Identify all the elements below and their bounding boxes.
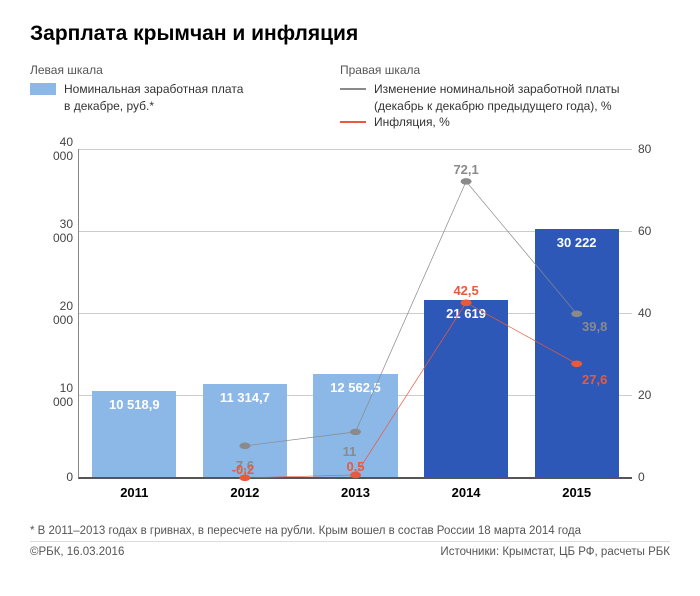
- plot-area: 0010 0002020 0004030 0006040 0008010 518…: [78, 149, 632, 479]
- bar-slot: 21 6192014: [411, 149, 522, 477]
- wage-change-value-label: 72,1: [453, 162, 478, 177]
- x-tick-label: 2014: [452, 485, 481, 500]
- bar-value-label: 11 314,7: [220, 390, 270, 405]
- sources: Источники: Крымстат, ЦБ РФ, расчеты РБК: [440, 546, 670, 558]
- inflation-value-label: 0,5: [346, 459, 364, 474]
- bar-value-label: 30 222: [557, 235, 597, 250]
- legend-right-heading: Правая шкала: [340, 62, 670, 79]
- inflation-value-label: -0,2: [232, 462, 254, 477]
- chart: 0010 0002020 0004030 0006040 0008010 518…: [30, 139, 670, 519]
- footnote: * В 2011–2013 годах в гривнах, в пересче…: [30, 525, 670, 537]
- y-left-tick: 20 000: [53, 299, 79, 327]
- y-left-tick: 40 000: [53, 135, 79, 163]
- bar: 10 518,9: [92, 391, 176, 477]
- bar-slot: 12 562,52013: [300, 149, 411, 477]
- legend-block: Левая шкала Номинальная заработная плата…: [30, 62, 670, 131]
- bar-slot: 30 2222015: [521, 149, 632, 477]
- legend-left-heading: Левая шкала: [30, 62, 294, 79]
- bars: 10 518,9201111 314,7201212 562,5201321 6…: [79, 149, 632, 477]
- bar-value-label: 10 518,9: [109, 397, 160, 412]
- legend-bar-swatch: [30, 83, 56, 95]
- legend-right-item1: Изменение номинальной заработной платы (…: [374, 81, 670, 115]
- bar: 21 619: [424, 300, 508, 477]
- legend-right: Правая шкала Изменение номинальной зараб…: [340, 62, 670, 131]
- x-tick-label: 2011: [120, 485, 148, 500]
- chart-title: Зарплата крымчан и инфляция: [30, 22, 670, 46]
- y-left-tick: 30 000: [53, 217, 79, 245]
- y-left-tick: 10 000: [53, 381, 79, 409]
- bar-value-label: 12 562,5: [330, 380, 381, 395]
- x-tick-label: 2012: [230, 485, 259, 500]
- y-right-tick: 60: [632, 224, 651, 238]
- legend-left: Левая шкала Номинальная заработная плата…: [30, 62, 294, 131]
- y-right-tick: 0: [632, 470, 645, 484]
- legend-line2-swatch: [340, 121, 366, 123]
- copyright: ©РБК, 16.03.2016: [30, 546, 124, 558]
- y-right-tick: 80: [632, 142, 651, 156]
- bar-slot: 10 518,92011: [79, 149, 190, 477]
- bar-slot: 11 314,72012: [190, 149, 301, 477]
- x-tick-label: 2015: [562, 485, 591, 500]
- bar-value-label: 21 619: [446, 306, 486, 321]
- wage-change-value-label: 39,8: [582, 319, 607, 334]
- legend-right-item2: Инфляция, %: [374, 114, 450, 131]
- inflation-value-label: 42,5: [453, 283, 478, 298]
- inflation-value-label: 27,6: [582, 372, 607, 387]
- y-right-tick: 40: [632, 306, 651, 320]
- x-tick-label: 2013: [341, 485, 370, 500]
- wage-change-value-label: 11: [343, 444, 357, 459]
- bar: 30 222: [535, 229, 619, 477]
- legend-line1-swatch: [340, 88, 366, 90]
- y-right-tick: 20: [632, 388, 651, 402]
- legend-left-item: Номинальная заработная плата в декабре, …: [64, 81, 294, 115]
- y-left-tick: 0: [66, 470, 79, 484]
